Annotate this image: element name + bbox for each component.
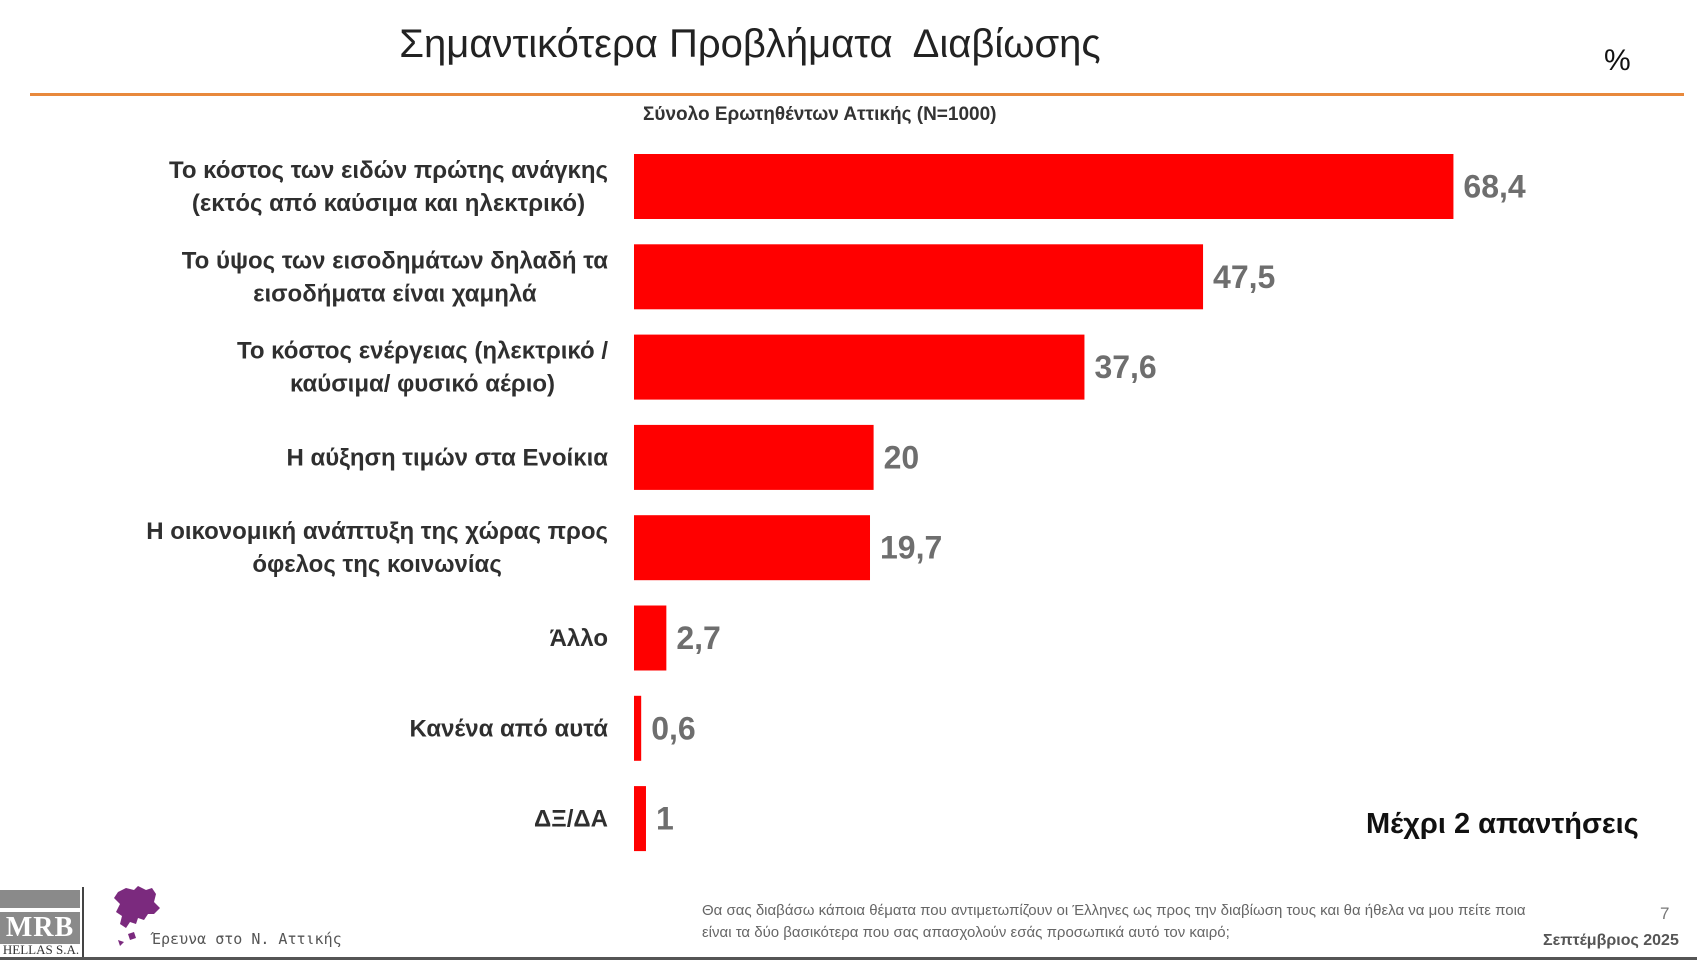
category-label-0: Το κόστος των ειδών πρώτης ανάγκης (εκτός… (169, 157, 608, 217)
value-label-3: 20 (884, 439, 920, 475)
category-label-7: ΔΞ/ΔΑ (534, 806, 608, 833)
unit-label: % (1604, 44, 1631, 77)
value-label-0: 68,4 (1463, 169, 1525, 205)
bar-3 (634, 424, 874, 490)
logo-stripe (0, 890, 80, 908)
value-label-2: 37,6 (1094, 349, 1156, 385)
chart-title: Σημαντικότερα Προβλήματα Διαβίωσης (399, 22, 1101, 66)
category-label-4: Η οικονομική ανάπτυξη της χώρας προς όφελ… (146, 518, 608, 578)
category-label-6: Κανένα από αυτά (410, 715, 609, 742)
category-label-5: Άλλο (550, 625, 608, 652)
value-label-6: 0,6 (651, 710, 695, 746)
bar-7 (634, 786, 646, 852)
bar-5 (634, 605, 667, 671)
bottom-border (0, 957, 1697, 960)
answer-note: Μέχρι 2 απαντήσεις (1366, 808, 1639, 840)
bar-4 (634, 515, 871, 581)
survey-label: Έρευνα στο Ν. Αττικής (152, 930, 342, 948)
company-logo: MRB (0, 912, 80, 944)
bar-0 (634, 154, 1454, 219)
bar-1 (634, 244, 1204, 310)
title-divider (30, 93, 1684, 96)
category-label-2: Το κόστος ενέργειας (ηλεκτρικό / καύσιμα/… (237, 338, 608, 398)
bar-2 (634, 334, 1085, 400)
category-label-1: Το ύψος των εισοδημάτων δηλαδή τα εισοδήμ… (182, 247, 608, 307)
bar-6 (634, 695, 642, 761)
report-date: Σεπτέμβριος 2025 (1543, 932, 1679, 949)
value-label-1: 47,5 (1213, 259, 1275, 295)
value-label-7: 1 (656, 801, 674, 837)
attica-map-icon (114, 886, 160, 946)
logo-frame (0, 887, 84, 957)
survey-question: Θα σας διαβάσω κάποια θέματα που αντιμετ… (702, 902, 1526, 941)
company-logo-subtext: HELLAS S.A. (2, 942, 80, 957)
value-label-4: 19,7 (880, 530, 942, 566)
category-label-3: Η αύξηση τιμών στα Ενοίκια (286, 444, 608, 471)
page-number: 7 (1660, 904, 1670, 923)
chart-subtitle: Σύνολο Ερωτηθέντων Αττικής (Ν=1000) (643, 104, 997, 125)
value-label-5: 2,7 (676, 620, 720, 656)
